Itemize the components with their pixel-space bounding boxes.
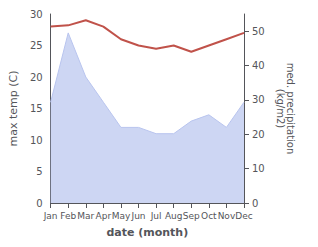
svg-text:30: 30 [252, 94, 265, 105]
svg-text:date (month): date (month) [106, 226, 188, 239]
svg-text:(kg/m2): (kg/m2) [275, 89, 286, 129]
svg-text:Apr: Apr [96, 211, 112, 221]
svg-text:Mar: Mar [77, 211, 94, 221]
svg-text:Oct: Oct [201, 211, 217, 221]
svg-text:Feb: Feb [60, 211, 76, 221]
svg-text:Sep: Sep [183, 211, 200, 221]
svg-text:10: 10 [252, 163, 265, 174]
svg-text:May: May [112, 211, 131, 221]
svg-text:10: 10 [30, 135, 43, 146]
svg-text:Jun: Jun [130, 211, 145, 221]
svg-text:med. precipitation: med. precipitation [285, 62, 297, 155]
svg-text:25: 25 [30, 40, 43, 51]
svg-text:Dec: Dec [235, 211, 252, 221]
svg-text:Aug: Aug [165, 211, 183, 221]
svg-text:50: 50 [252, 26, 265, 37]
svg-text:max temp (C): max temp (C) [7, 70, 20, 146]
svg-text:30: 30 [30, 9, 43, 20]
svg-text:20: 20 [252, 129, 265, 140]
svg-text:5: 5 [36, 166, 42, 177]
svg-text:40: 40 [252, 60, 265, 71]
svg-text:Jul: Jul [150, 211, 162, 221]
svg-text:Nov: Nov [218, 211, 236, 221]
svg-text:15: 15 [30, 103, 43, 114]
svg-text:0: 0 [252, 198, 258, 209]
svg-text:20: 20 [30, 72, 43, 83]
svg-text:Jan: Jan [43, 211, 58, 221]
svg-text:0: 0 [36, 198, 42, 209]
